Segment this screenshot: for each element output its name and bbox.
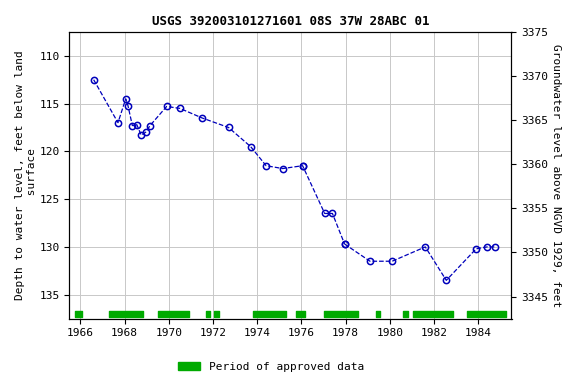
Legend: Period of approved data: Period of approved data: [173, 358, 368, 377]
Y-axis label: Groundwater level above NGVD 1929, feet: Groundwater level above NGVD 1929, feet: [551, 44, 561, 307]
Title: USGS 392003101271601 08S 37W 28ABC 01: USGS 392003101271601 08S 37W 28ABC 01: [151, 15, 429, 28]
Y-axis label: Depth to water level, feet below land
 surface: Depth to water level, feet below land su…: [15, 50, 37, 300]
